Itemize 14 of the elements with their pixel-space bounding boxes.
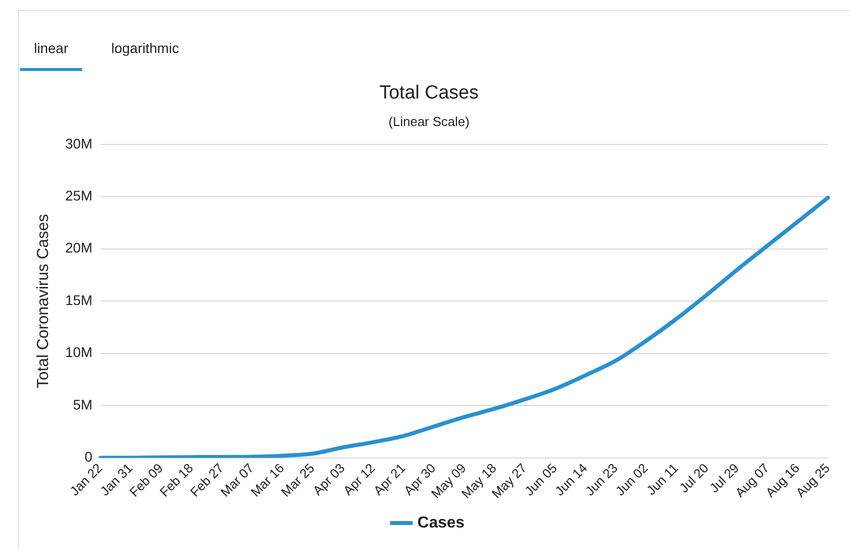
y-tick-label: 25M — [65, 187, 92, 204]
y-tick-label: 5M — [72, 396, 92, 412]
y-tick-label: 0 — [84, 448, 93, 465]
y-axis-title: Total Coronavirus Cases — [35, 214, 52, 388]
y-tick-label: 10M — [65, 344, 92, 360]
y-tick-label: 15M — [65, 292, 92, 308]
legend-label: Cases — [417, 514, 465, 532]
text: logarithmic — [110, 39, 180, 58]
chart-title: Total Cases — [379, 82, 479, 104]
y-tick-label: 30M — [65, 135, 92, 152]
chart-subtitle: (Linear Scale) — [388, 114, 470, 130]
text: linear — [20, 38, 82, 71]
y-tick-label: 20M — [65, 240, 92, 256]
line-series — [98, 196, 830, 458]
